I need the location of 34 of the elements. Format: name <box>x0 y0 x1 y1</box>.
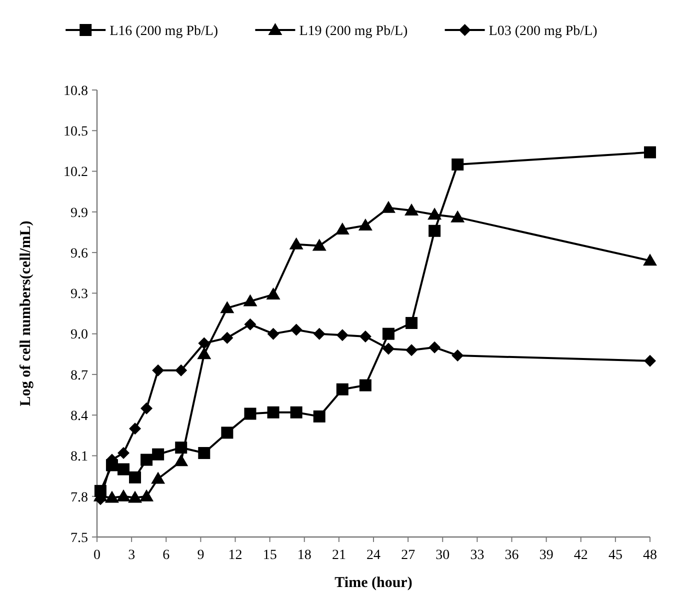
legend-label: L16 (200 mg Pb/L) <box>110 24 218 39</box>
y-tick-label: 9.0 <box>70 328 88 343</box>
x-tick-label: 33 <box>470 548 484 563</box>
y-axis-title: Log of cell numbers(cell/mL) <box>18 220 34 406</box>
x-tick-label: 48 <box>643 548 657 563</box>
x-tick-label: 45 <box>608 548 622 563</box>
y-tick-label: 10.8 <box>64 84 88 99</box>
x-tick-label: 9 <box>197 548 204 563</box>
x-tick-label: 3 <box>128 548 136 563</box>
x-tick-label: 30 <box>436 548 450 563</box>
x-tick-label: 15 <box>262 548 277 563</box>
legend-label: L03 (200 mg Pb/L) <box>488 24 598 39</box>
x-tick-label: 12 <box>228 548 242 563</box>
x-axis-title: Time (hour) <box>334 575 412 591</box>
x-tick-label: 39 <box>539 548 554 563</box>
x-tick-label: 0 <box>94 548 100 563</box>
y-tick-label: 9.3 <box>70 287 88 302</box>
y-tick-label: 8.1 <box>70 450 88 465</box>
y-tick-label: 8.4 <box>70 408 88 424</box>
x-tick-label: 6 <box>162 548 170 563</box>
x-tick-label: 42 <box>574 548 588 563</box>
x-tick-label: 21 <box>332 548 346 563</box>
y-tick-label: 7.8 <box>70 490 88 506</box>
y-tick-label: 8.7 <box>70 368 88 384</box>
x-tick-label: 18 <box>297 548 312 563</box>
y-tick-label: 7.5 <box>70 530 88 546</box>
y-tick-label: 9.6 <box>70 246 88 262</box>
x-tick-label: 24 <box>366 548 380 563</box>
y-tick-label: 10.5 <box>64 124 88 140</box>
y-tick-label: 10.2 <box>64 165 88 180</box>
y-tick-label: 9.9 <box>70 206 88 221</box>
x-tick-label: 36 <box>504 548 519 563</box>
legend-label: L19 (200 mg Pb/L) <box>299 24 408 39</box>
x-tick-label: 27 <box>401 548 416 563</box>
